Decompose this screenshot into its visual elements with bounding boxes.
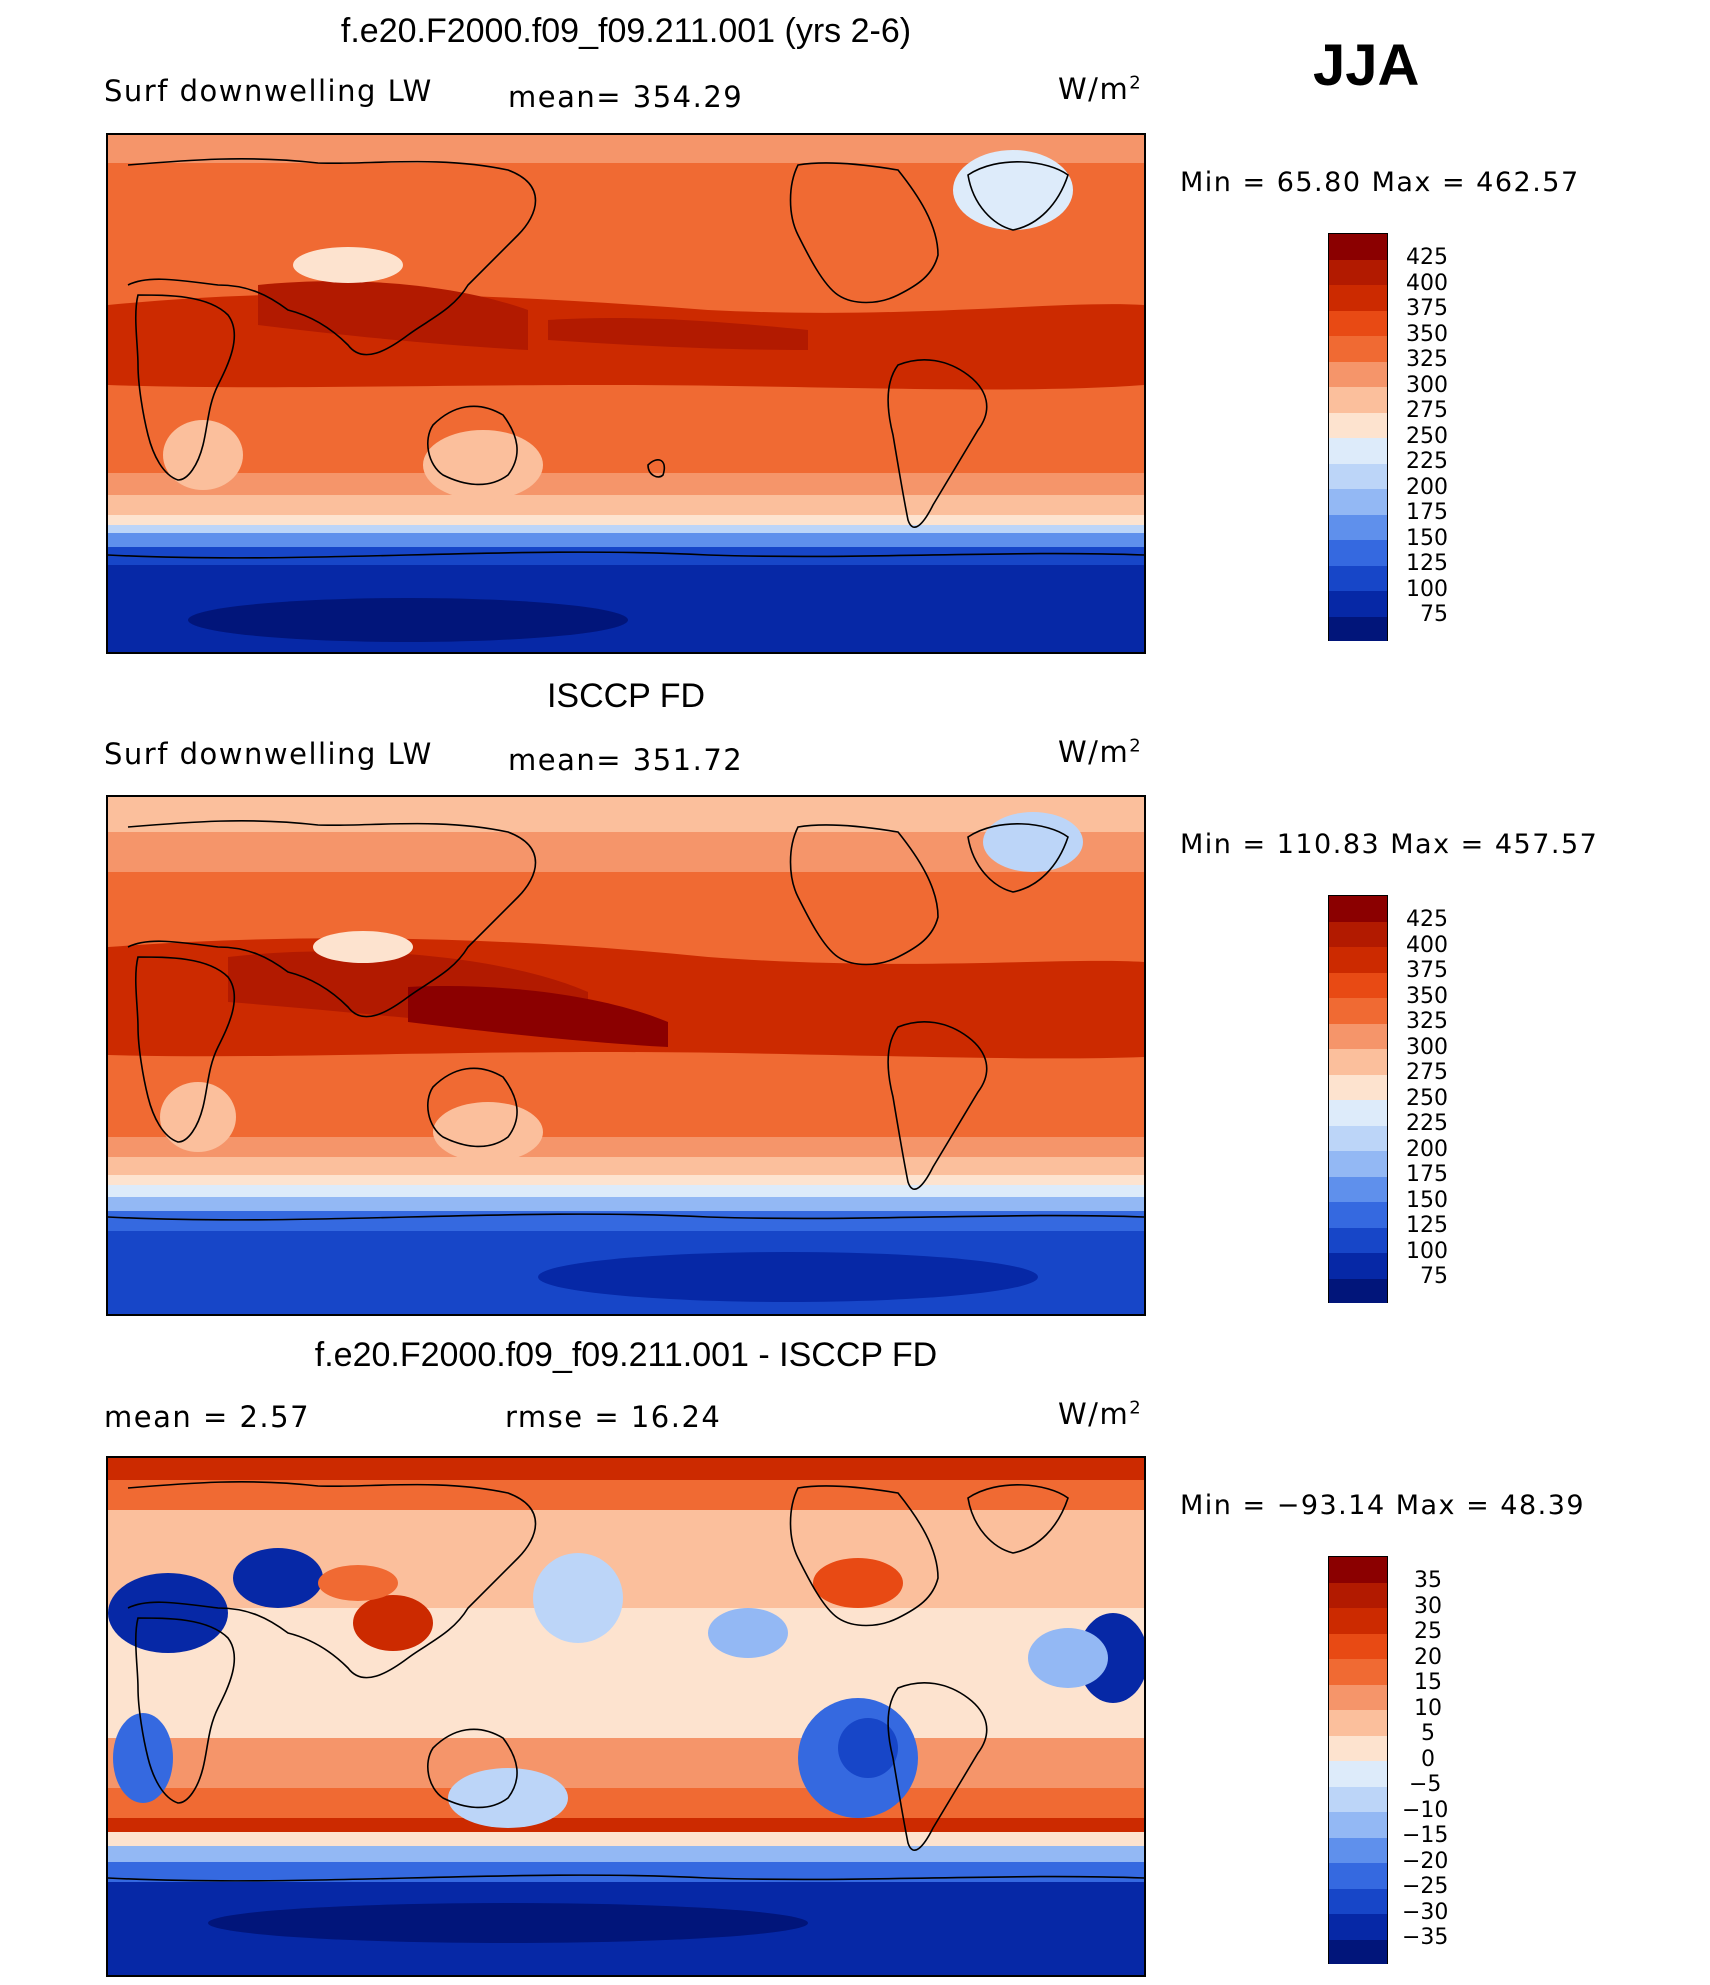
panel1-colorbar-tick: 75 <box>1420 602 1448 627</box>
panel1-colorbar-tick: 250 <box>1406 424 1448 449</box>
panel1-colorbar-tick: 175 <box>1406 500 1448 525</box>
panel1-minmax: Min = 65.80 Max = 462.57 <box>1180 167 1580 198</box>
panel3-colorbar-tick: 15 <box>1414 1670 1442 1695</box>
panel1-variable-label: Surf downwelling LW <box>104 74 433 108</box>
panel3-colorbar-tick: 35 <box>1414 1568 1442 1593</box>
panel3-colorbar-tick: −10 <box>1402 1798 1449 1823</box>
panel2-colorbar-tick: 375 <box>1406 958 1448 983</box>
panel2-colorbar-tick: 75 <box>1420 1264 1448 1289</box>
panel1-colorbar-tick: 300 <box>1406 373 1448 398</box>
panel3-map <box>106 1456 1146 1977</box>
panel3-colorbar <box>1328 1556 1388 1964</box>
panel1-colorbar <box>1328 233 1388 641</box>
panel2-colorbar-tick: 250 <box>1406 1086 1448 1111</box>
panel2-colorbar-tick: 225 <box>1406 1111 1448 1136</box>
panel1-mean-label: mean= 354.29 <box>508 80 744 114</box>
panel3-colorbar-tick: −35 <box>1402 1925 1449 1950</box>
panel2-colorbar-tick: 175 <box>1406 1162 1448 1187</box>
panel2-colorbar-tick: 150 <box>1406 1188 1448 1213</box>
panel1-colorbar-tick: 275 <box>1406 398 1448 423</box>
panel3-units-label: W/m2 <box>1058 1397 1143 1431</box>
panel3-colorbar-tick: 10 <box>1414 1696 1442 1721</box>
panel2-colorbar-tick: 100 <box>1406 1239 1448 1264</box>
panel3-colorbar-tick: 20 <box>1414 1645 1442 1670</box>
panel3-colorbar-tick: 30 <box>1414 1594 1442 1619</box>
panel3-colorbar-tick: 0 <box>1421 1747 1435 1772</box>
panel3-colorbar-tick: −5 <box>1409 1772 1442 1797</box>
panel2-colorbar-tick: 125 <box>1406 1213 1448 1238</box>
panel2-colorbar <box>1328 895 1388 1303</box>
panel1-colorbar-tick: 200 <box>1406 475 1448 500</box>
panel1-colorbar-tick: 125 <box>1406 551 1448 576</box>
panel1-map <box>106 133 1146 654</box>
panel2-colorbar-tick: 200 <box>1406 1137 1448 1162</box>
panel2-colorbar-tick: 275 <box>1406 1060 1448 1085</box>
panel3-mean-label: mean = 2.57 <box>104 1400 311 1434</box>
panel2-title: ISCCP FD <box>546 677 706 715</box>
panel2-map <box>106 795 1146 1316</box>
panel1-units-label: W/m2 <box>1058 72 1143 106</box>
panel2-colorbar-tick: 300 <box>1406 1035 1448 1060</box>
season-label: JJA <box>1313 33 1420 98</box>
panel3-minmax: Min = −93.14 Max = 48.39 <box>1180 1490 1586 1521</box>
panel2-units-label: W/m2 <box>1058 735 1143 769</box>
panel1-colorbar-tick: 375 <box>1406 296 1448 321</box>
panel2-colorbar-tick: 350 <box>1406 984 1448 1009</box>
panel2-colorbar-tick: 425 <box>1406 907 1448 932</box>
panel1-colorbar-tick: 400 <box>1406 271 1448 296</box>
panel2-variable-label: Surf downwelling LW <box>104 737 433 771</box>
panel3-colorbar-tick: 5 <box>1421 1721 1435 1746</box>
panel3-colorbar-tick: −25 <box>1402 1874 1449 1899</box>
panel3-colorbar-tick: 25 <box>1414 1619 1442 1644</box>
panel3-colorbar-tick: −30 <box>1402 1900 1449 1925</box>
panel1-colorbar-tick: 325 <box>1406 347 1448 372</box>
panel3-colorbar-tick: −15 <box>1402 1823 1449 1848</box>
panel1-colorbar-tick: 425 <box>1406 245 1448 270</box>
panel2-colorbar-tick: 325 <box>1406 1009 1448 1034</box>
panel1-title: f.e20.F2000.f09_f09.211.001 (yrs 2-6) <box>340 12 912 50</box>
panel3-title: f.e20.F2000.f09_f09.211.001 - ISCCP FD <box>314 1336 938 1374</box>
panel1-colorbar-tick: 350 <box>1406 322 1448 347</box>
panel1-colorbar-tick: 100 <box>1406 577 1448 602</box>
panel2-mean-label: mean= 351.72 <box>508 743 744 777</box>
panel2-minmax: Min = 110.83 Max = 457.57 <box>1180 829 1599 860</box>
panel3-colorbar-tick: −20 <box>1402 1849 1449 1874</box>
panel1-colorbar-tick: 225 <box>1406 449 1448 474</box>
panel2-colorbar-tick: 400 <box>1406 933 1448 958</box>
panel1-colorbar-tick: 150 <box>1406 526 1448 551</box>
panel3-rmse-label: rmse = 16.24 <box>505 1400 722 1434</box>
